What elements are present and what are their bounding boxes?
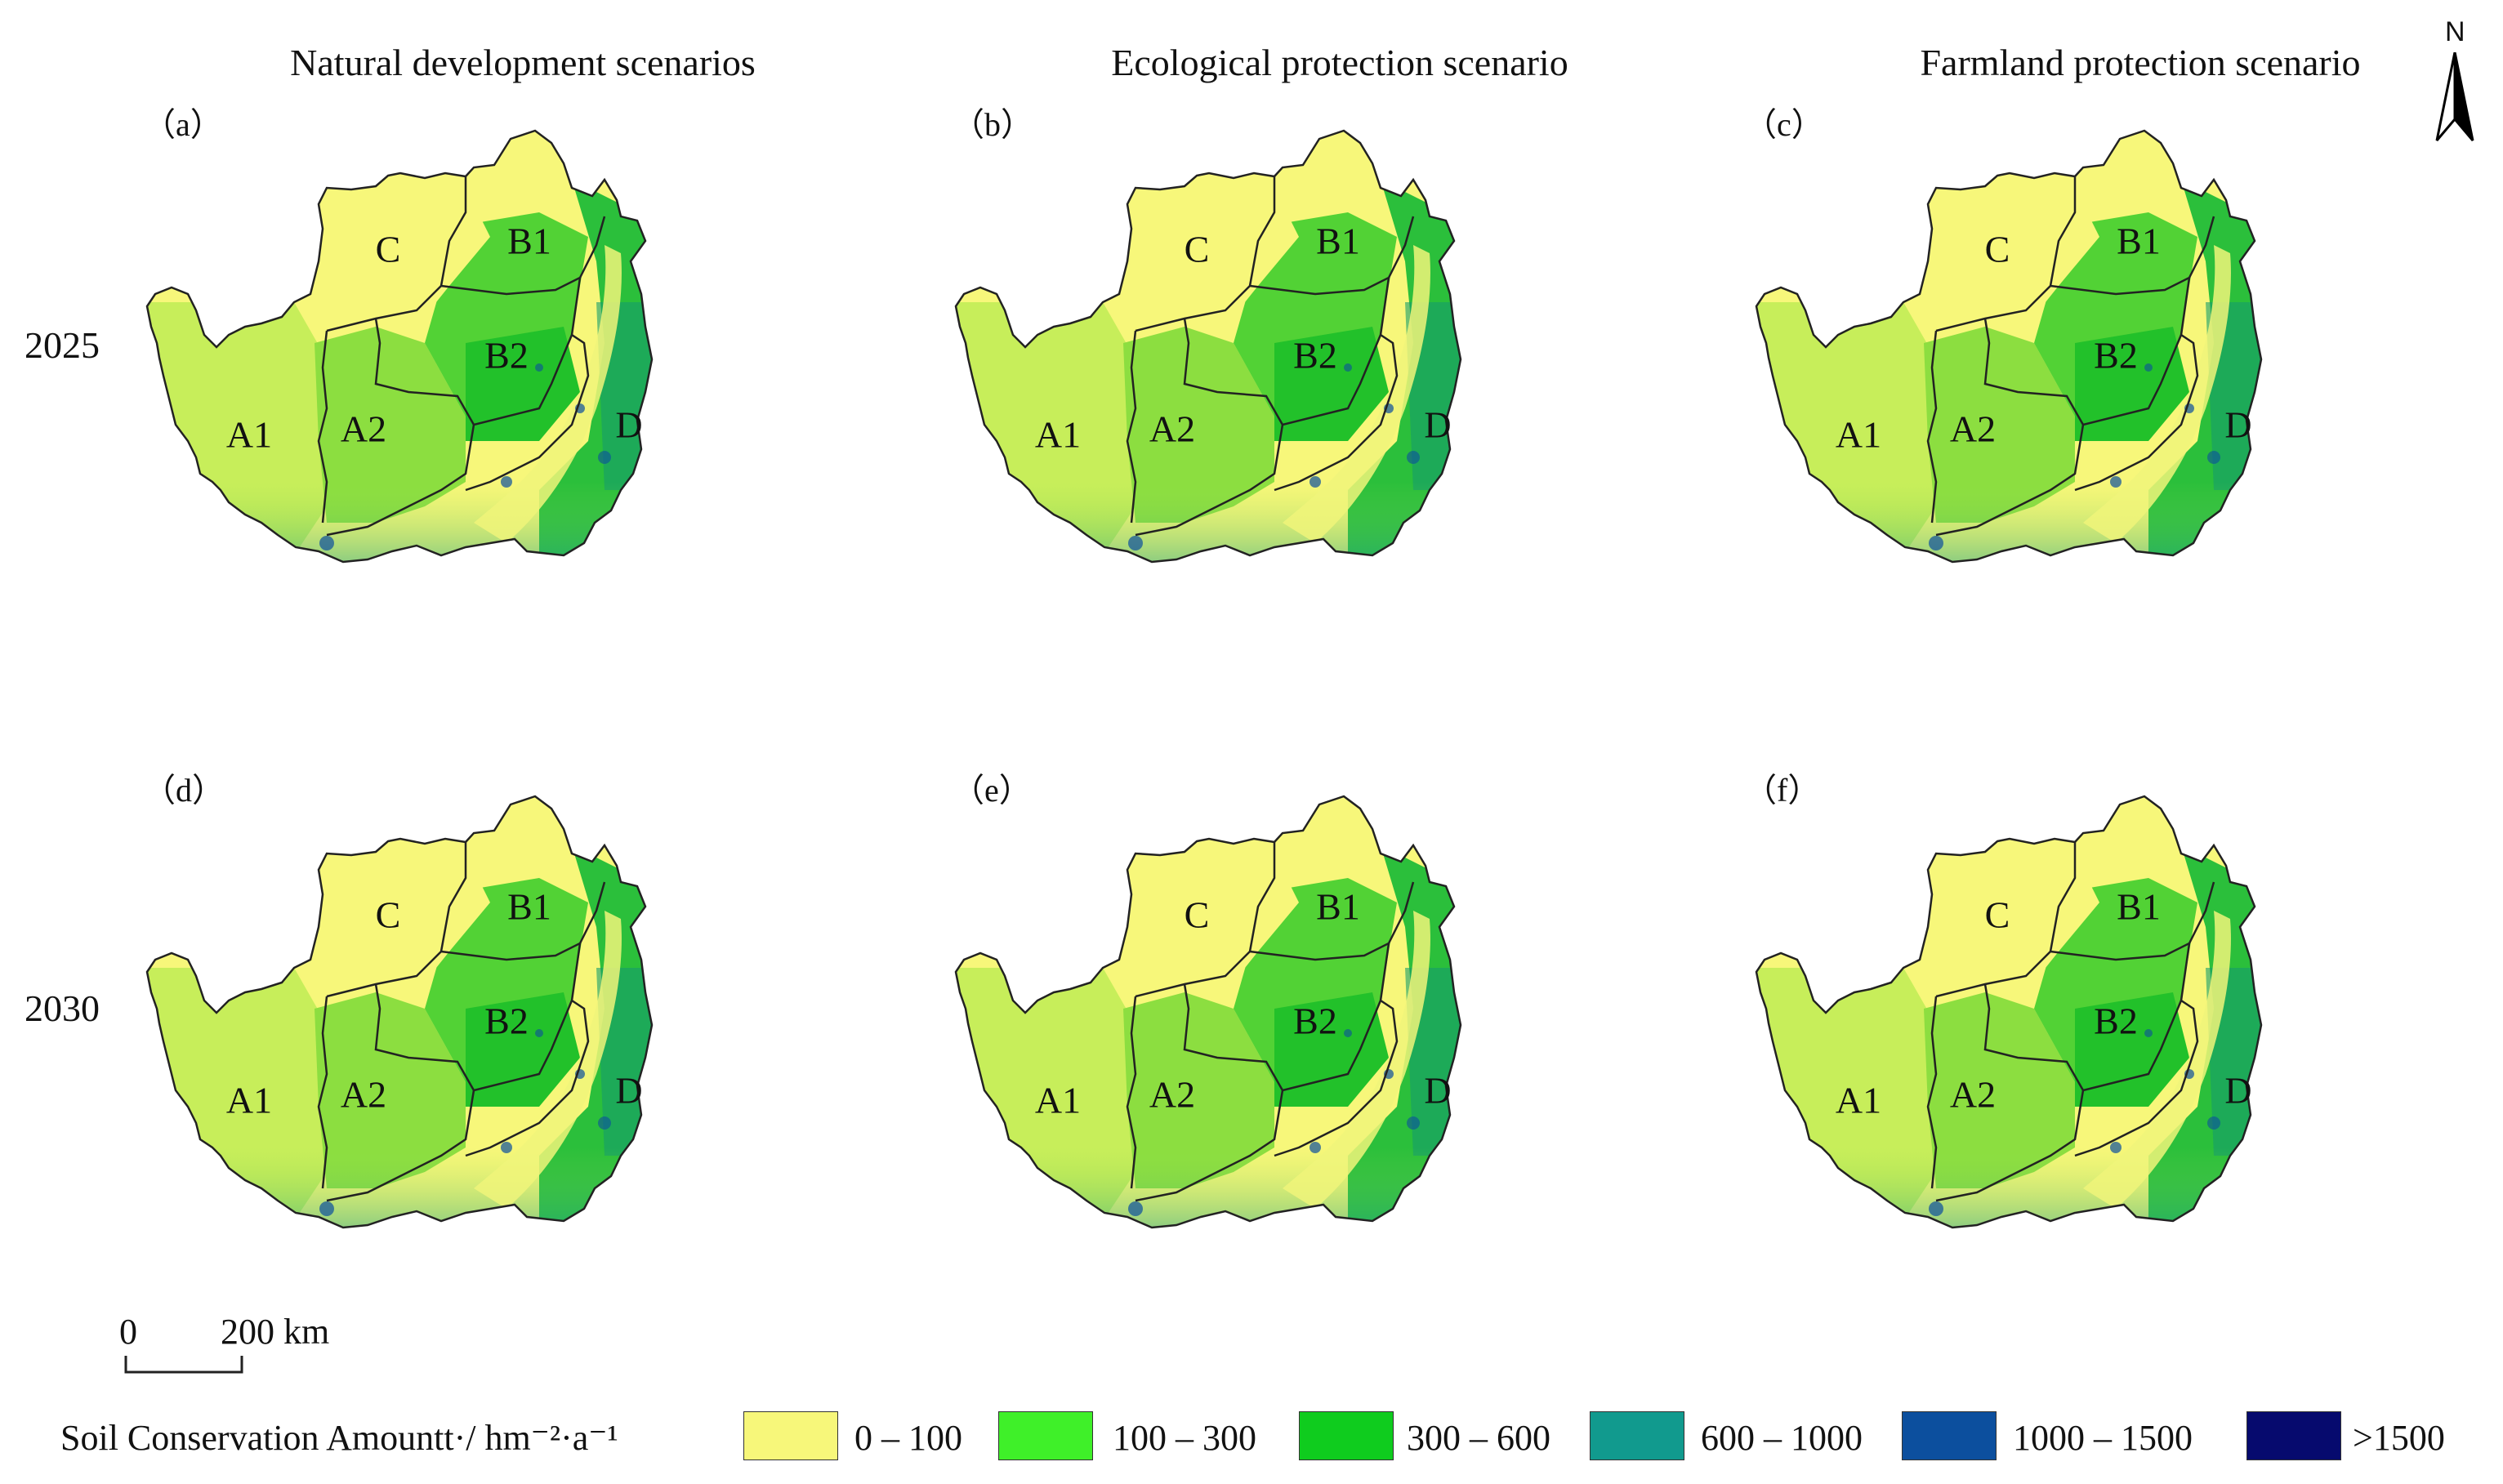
legend-swatch-0-100 (743, 1411, 838, 1460)
legend-swatch-300-600 (1299, 1411, 1394, 1460)
panel-label-f: （f） (1744, 772, 1821, 809)
region-label-a2: A2 (341, 408, 386, 450)
year-label-2030: 2030 (25, 987, 100, 1029)
region-label-d: D (615, 404, 642, 446)
region-label-b2: B2 (2094, 335, 2138, 377)
legend-title: Soil Conservation Amountt·/ hm⁻²·a⁻¹ (60, 1418, 618, 1458)
year-label-2025: 2025 (25, 324, 100, 366)
region-label-a1: A1 (1836, 1080, 1881, 1121)
region-label-d: D (2224, 404, 2251, 446)
legend-swatch-1000-1500 (1902, 1411, 1997, 1460)
region-label-b2: B2 (484, 335, 529, 377)
region-label-c: C (376, 229, 401, 270)
region-label-b1: B1 (2117, 221, 2161, 262)
column-title-natural: Natural development scenarios (290, 42, 756, 83)
region-label-b1: B1 (2117, 886, 2161, 928)
region-label-c: C (1185, 894, 1210, 936)
panel-label-e: （e） (952, 772, 1032, 809)
region-label-d: D (615, 1070, 642, 1112)
region-label-d: D (1424, 1070, 1451, 1112)
legend-swatch-600-1000 (1590, 1411, 1684, 1460)
region-label-d: D (1424, 404, 1451, 446)
panel-label-b: （b） (952, 106, 1033, 143)
north-arrow: N (2430, 16, 2479, 141)
region-label-a2: A2 (1149, 408, 1195, 450)
north-arrow-icon (2435, 52, 2474, 141)
scale-bar-zero: 0 (119, 1312, 137, 1352)
legend-label-over-1500: >1500 (2353, 1418, 2445, 1458)
region-label-a2: A2 (1149, 1074, 1195, 1116)
legend-swatch-over-1500 (2246, 1411, 2341, 1460)
region-label-a1: A1 (1836, 414, 1881, 456)
region-label-c: C (376, 894, 401, 936)
region-label-b2: B2 (2094, 1000, 2138, 1042)
map-panel-a: C B1 B2 A1 A2 D (82, 98, 670, 588)
region-label-a2: A2 (1950, 408, 1996, 450)
region-label-b2: B2 (1293, 335, 1337, 377)
region-label-d: D (2224, 1070, 2251, 1112)
map-panel-b: C B1 B2 A1 A2 D (890, 98, 1479, 588)
region-label-c: C (1185, 229, 1210, 270)
region-label-b2: B2 (484, 1000, 529, 1042)
panel-label-a: （a） (143, 106, 223, 143)
region-label-a1: A1 (1035, 414, 1081, 456)
region-label-a2: A2 (341, 1074, 386, 1116)
region-label-a1: A1 (1035, 1080, 1081, 1121)
north-label: N (2445, 16, 2465, 47)
region-label-a1: A1 (226, 1080, 272, 1121)
map-panel-d: C B1 B2 A1 A2 D (82, 764, 670, 1254)
region-label-b1: B1 (507, 886, 551, 928)
map-panel-c: C B1 B2 A1 A2 D (1691, 98, 2279, 588)
region-label-a1: A1 (226, 414, 272, 456)
column-title-ecological: Ecological protection scenario (1111, 42, 1568, 83)
legend-label-300-600: 300 – 600 (1407, 1418, 1550, 1458)
region-label-c: C (1985, 894, 2010, 936)
legend-label-1000-1500: 1000 – 1500 (2013, 1418, 2193, 1458)
panel-label-d: （d） (143, 772, 225, 809)
legend-label-600-1000: 600 – 1000 (1701, 1418, 1863, 1458)
scale-bar (124, 1356, 243, 1374)
region-label-b1: B1 (507, 221, 551, 262)
region-label-b1: B1 (1316, 221, 1360, 262)
column-title-farmland: Farmland protection scenario (1920, 42, 2361, 83)
legend-label-100-300: 100 – 300 (1113, 1418, 1256, 1458)
legend-label-0-100: 0 – 100 (854, 1418, 962, 1458)
region-label-b2: B2 (1293, 1000, 1337, 1042)
region-label-a2: A2 (1950, 1074, 1996, 1116)
region-label-c: C (1985, 229, 2010, 270)
scale-bar-distance: 200 km (221, 1312, 330, 1352)
panel-label-c: （c） (1744, 106, 1824, 143)
legend-swatch-100-300 (998, 1411, 1093, 1460)
map-panel-f: C B1 B2 A1 A2 D (1691, 764, 2279, 1254)
map-panel-e: C B1 B2 A1 A2 D (890, 764, 1479, 1254)
region-label-b1: B1 (1316, 886, 1360, 928)
